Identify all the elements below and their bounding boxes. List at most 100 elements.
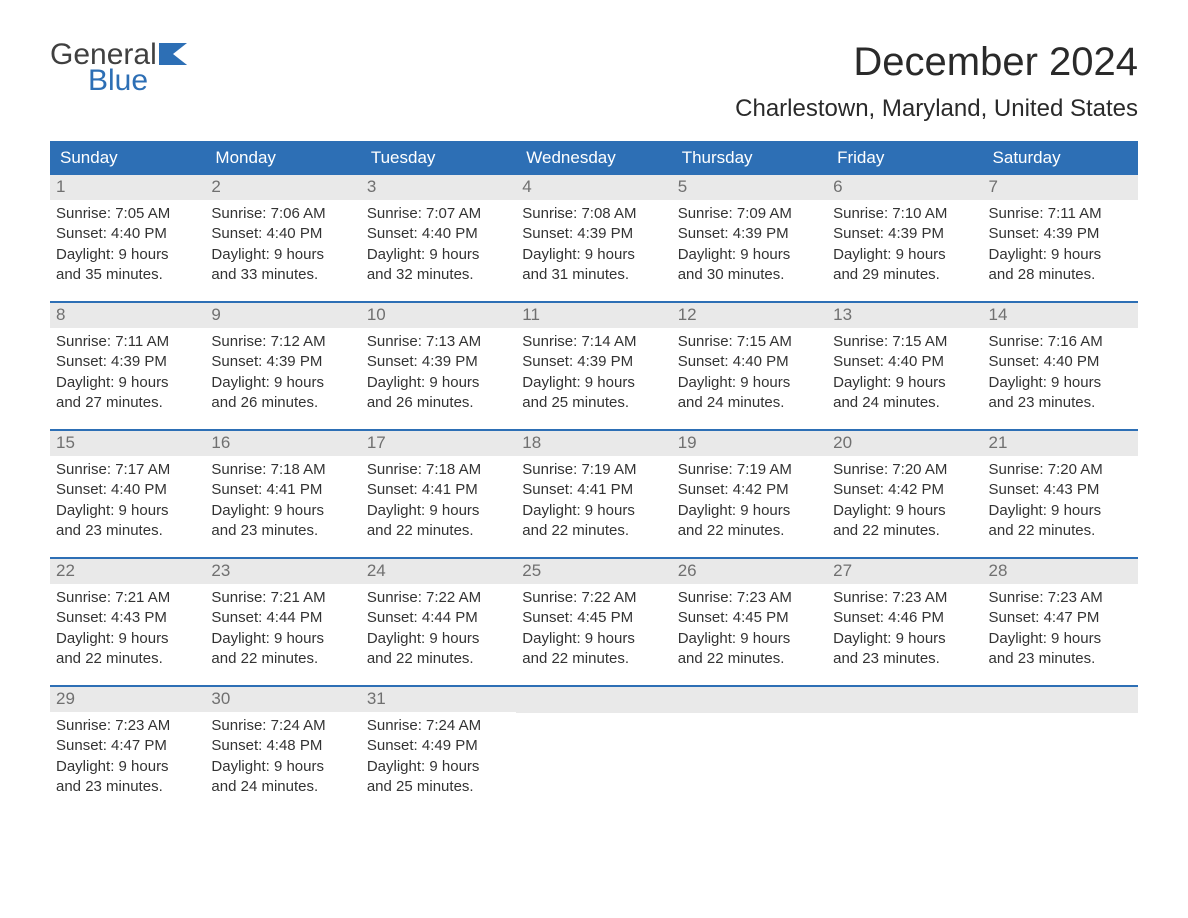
calendar-day-cell: 24Sunrise: 7:22 AMSunset: 4:44 PMDayligh…: [361, 559, 516, 685]
calendar-day-cell: 15Sunrise: 7:17 AMSunset: 4:40 PMDayligh…: [50, 431, 205, 557]
day-body: Sunrise: 7:18 AMSunset: 4:41 PMDaylight:…: [361, 456, 516, 549]
sunset-line: Sunset: 4:47 PM: [56, 736, 199, 756]
calendar-week-row: 1Sunrise: 7:05 AMSunset: 4:40 PMDaylight…: [50, 175, 1138, 301]
page-title: December 2024: [735, 40, 1138, 85]
sunrise-line: Sunrise: 7:09 AM: [678, 204, 821, 224]
day-number: 3: [361, 175, 516, 200]
daylight-line-2: and 28 minutes.: [989, 265, 1132, 285]
calendar-day-cell: 12Sunrise: 7:15 AMSunset: 4:40 PMDayligh…: [672, 303, 827, 429]
calendar-day-cell: 7Sunrise: 7:11 AMSunset: 4:39 PMDaylight…: [983, 175, 1138, 301]
sunset-line: Sunset: 4:42 PM: [833, 480, 976, 500]
day-body: Sunrise: 7:14 AMSunset: 4:39 PMDaylight:…: [516, 328, 671, 421]
calendar-header-cell: Friday: [827, 141, 982, 175]
day-number: 17: [361, 431, 516, 456]
sunrise-line: Sunrise: 7:11 AM: [989, 204, 1132, 224]
day-number: 14: [983, 303, 1138, 328]
calendar-header-cell: Saturday: [983, 141, 1138, 175]
day-number: 13: [827, 303, 982, 328]
calendar-day-cell: 18Sunrise: 7:19 AMSunset: 4:41 PMDayligh…: [516, 431, 671, 557]
daylight-line-1: Daylight: 9 hours: [678, 245, 821, 265]
day-number: 2: [205, 175, 360, 200]
day-number: 18: [516, 431, 671, 456]
daylight-line-1: Daylight: 9 hours: [367, 629, 510, 649]
sunset-line: Sunset: 4:39 PM: [989, 224, 1132, 244]
day-body: Sunrise: 7:06 AMSunset: 4:40 PMDaylight:…: [205, 200, 360, 293]
daylight-line-2: and 22 minutes.: [211, 649, 354, 669]
daylight-line-2: and 32 minutes.: [367, 265, 510, 285]
daylight-line-2: and 25 minutes.: [522, 393, 665, 413]
calendar-week-row: 22Sunrise: 7:21 AMSunset: 4:43 PMDayligh…: [50, 557, 1138, 685]
calendar-day-cell: 10Sunrise: 7:13 AMSunset: 4:39 PMDayligh…: [361, 303, 516, 429]
calendar-day-cell: 29Sunrise: 7:23 AMSunset: 4:47 PMDayligh…: [50, 687, 205, 813]
daylight-line-2: and 24 minutes.: [833, 393, 976, 413]
sunrise-line: Sunrise: 7:20 AM: [989, 460, 1132, 480]
sunset-line: Sunset: 4:44 PM: [211, 608, 354, 628]
day-body: Sunrise: 7:23 AMSunset: 4:45 PMDaylight:…: [672, 584, 827, 677]
sunrise-line: Sunrise: 7:17 AM: [56, 460, 199, 480]
calendar-header-cell: Tuesday: [361, 141, 516, 175]
day-body: Sunrise: 7:17 AMSunset: 4:40 PMDaylight:…: [50, 456, 205, 549]
sunrise-line: Sunrise: 7:10 AM: [833, 204, 976, 224]
sunset-line: Sunset: 4:39 PM: [211, 352, 354, 372]
sunrise-line: Sunrise: 7:23 AM: [56, 716, 199, 736]
day-body: Sunrise: 7:10 AMSunset: 4:39 PMDaylight:…: [827, 200, 982, 293]
sunrise-line: Sunrise: 7:20 AM: [833, 460, 976, 480]
sunrise-line: Sunrise: 7:15 AM: [678, 332, 821, 352]
daylight-line-2: and 27 minutes.: [56, 393, 199, 413]
calendar-day-cell: 1Sunrise: 7:05 AMSunset: 4:40 PMDaylight…: [50, 175, 205, 301]
day-number: 4: [516, 175, 671, 200]
day-number: 6: [827, 175, 982, 200]
day-body: Sunrise: 7:19 AMSunset: 4:42 PMDaylight:…: [672, 456, 827, 549]
daylight-line-2: and 35 minutes.: [56, 265, 199, 285]
daylight-line-1: Daylight: 9 hours: [211, 629, 354, 649]
calendar-day-cell: 23 Sunrise: 7:21 AMSunset: 4:44 PMDayligh…: [205, 559, 360, 685]
daylight-line-2: and 23 minutes.: [833, 649, 976, 669]
daylight-line-1: Daylight: 9 hours: [678, 373, 821, 393]
sunset-line: Sunset: 4:40 PM: [367, 224, 510, 244]
day-body: Sunrise: 7:23 AMSunset: 4:47 PMDaylight:…: [50, 712, 205, 805]
calendar: SundayMondayTuesdayWednesdayThursdayFrid…: [50, 141, 1138, 813]
logo-text-blue: Blue: [88, 66, 191, 96]
calendar-day-cell: 17Sunrise: 7:18 AMSunset: 4:41 PMDayligh…: [361, 431, 516, 557]
sunrise-line: Sunrise: 7:21 AM: [211, 588, 354, 608]
day-body: Sunrise: 7:12 AMSunset: 4:39 PMDaylight:…: [205, 328, 360, 421]
sunset-line: Sunset: 4:45 PM: [522, 608, 665, 628]
daylight-line-2: and 22 minutes.: [522, 521, 665, 541]
sunrise-line: Sunrise: 7:21 AM: [56, 588, 199, 608]
day-number: 28: [983, 559, 1138, 584]
daylight-line-1: Daylight: 9 hours: [678, 501, 821, 521]
sunset-line: Sunset: 4:43 PM: [989, 480, 1132, 500]
day-number: 23: [205, 559, 360, 584]
daylight-line-2: and 22 minutes.: [989, 521, 1132, 541]
sunset-line: Sunset: 4:41 PM: [522, 480, 665, 500]
daylight-line-2: and 22 minutes.: [833, 521, 976, 541]
sunset-line: Sunset: 4:43 PM: [56, 608, 199, 628]
day-number: 10: [361, 303, 516, 328]
daylight-line-2: and 23 minutes.: [56, 521, 199, 541]
sunrise-line: Sunrise: 7:24 AM: [211, 716, 354, 736]
day-body: Sunrise: 7:20 AMSunset: 4:42 PMDaylight:…: [827, 456, 982, 549]
sunrise-line: Sunrise: 7:23 AM: [989, 588, 1132, 608]
sunset-line: Sunset: 4:39 PM: [522, 224, 665, 244]
day-number: 15: [50, 431, 205, 456]
day-number: 26: [672, 559, 827, 584]
daylight-line-2: and 23 minutes.: [989, 649, 1132, 669]
day-body: Sunrise: 7:11 AMSunset: 4:39 PMDaylight:…: [50, 328, 205, 421]
daylight-line-1: Daylight: 9 hours: [367, 501, 510, 521]
calendar-day-cell: 21Sunrise: 7:20 AMSunset: 4:43 PMDayligh…: [983, 431, 1138, 557]
daylight-line-2: and 22 minutes.: [56, 649, 199, 669]
sunset-line: Sunset: 4:40 PM: [56, 224, 199, 244]
daylight-line-2: and 23 minutes.: [56, 777, 199, 797]
day-number: 24: [361, 559, 516, 584]
sunset-line: Sunset: 4:41 PM: [211, 480, 354, 500]
day-number: 20: [827, 431, 982, 456]
calendar-day-cell: 14Sunrise: 7:16 AMSunset: 4:40 PMDayligh…: [983, 303, 1138, 429]
sunrise-line: Sunrise: 7:15 AM: [833, 332, 976, 352]
sunrise-line: Sunrise: 7:18 AM: [367, 460, 510, 480]
calendar-header-cell: Thursday: [672, 141, 827, 175]
daylight-line-1: Daylight: 9 hours: [833, 629, 976, 649]
day-number: 31: [361, 687, 516, 712]
day-number: 8: [50, 303, 205, 328]
day-number: 7: [983, 175, 1138, 200]
calendar-day-cell: 2Sunrise: 7:06 AMSunset: 4:40 PMDaylight…: [205, 175, 360, 301]
